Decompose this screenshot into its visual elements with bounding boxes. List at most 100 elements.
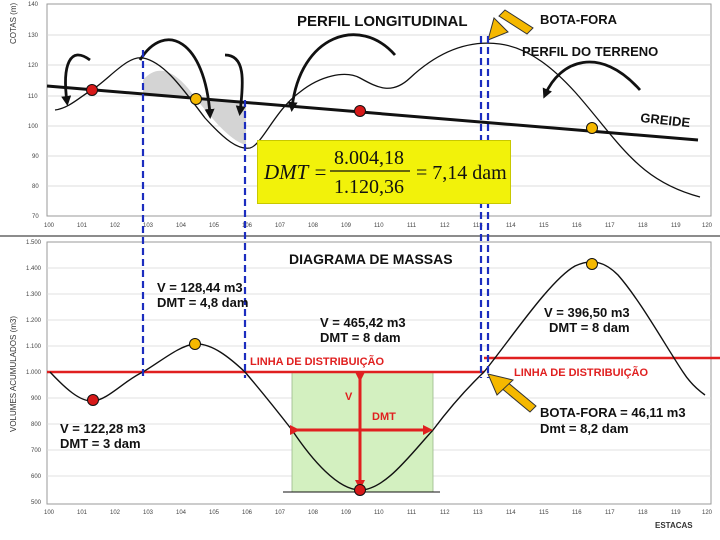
- transport-arrow-5: [542, 60, 642, 99]
- volume-marker-label: V: [345, 391, 353, 403]
- bottom-x-tick: 113: [473, 510, 483, 516]
- transport-arrow-1: [61, 53, 91, 106]
- top-x-tick: 117: [605, 223, 615, 229]
- distribution-line-label-1: LINHA DE DISTRIBUIÇÃO: [250, 355, 384, 368]
- bottom-y-tick: 900: [31, 396, 42, 402]
- bottom-y-tick: 1.300: [26, 292, 42, 298]
- bottom-y-tick: 1.500: [26, 240, 42, 246]
- dmt-formula-box: DMT = 8.004,18 1.120,36 = 7,14 dam: [257, 140, 511, 204]
- dmt-formula: DMT = 8.004,18 1.120,36 = 7,14 dam: [263, 147, 507, 198]
- top-x-tick: 100: [44, 223, 55, 229]
- bottom-x-tick: 105: [209, 510, 220, 516]
- bottom-x-tick: 111: [407, 510, 417, 516]
- perfil-terreno-label: PERFIL DO TERRENO: [522, 44, 658, 59]
- bottom-x-tick: 119: [671, 510, 681, 516]
- bottom-x-tick: 103: [143, 510, 154, 516]
- bottom-x-axis-label: ESTACAS: [655, 521, 693, 530]
- bota-fora-label: BOTA-FORA: [540, 12, 618, 27]
- dmt-label-3: DMT = 8 dam: [549, 320, 630, 335]
- top-x-tick: 116: [572, 223, 582, 229]
- volume-label-3: V = 396,50 m3: [544, 305, 630, 320]
- top-x-tick: 112: [440, 223, 450, 229]
- top-x-tick: 105: [209, 223, 220, 229]
- formula-result: = 7,14 dam: [416, 162, 507, 184]
- dmt-label-1: DMT = 4,8 dam: [157, 295, 248, 310]
- bottom-x-tick: 101: [77, 510, 88, 516]
- top-x-tick: 119: [671, 223, 681, 229]
- top-y-tick: 70: [32, 214, 39, 220]
- bottom-x-tick: 109: [341, 510, 352, 516]
- greide-label: GREIDE: [640, 110, 691, 130]
- transport-arrow-3: [224, 53, 246, 116]
- bottom-y-tick: 1.000: [26, 370, 42, 376]
- bottom-x-tick: 100: [44, 510, 55, 516]
- top-title: PERFIL LONGITUDINAL: [297, 13, 468, 30]
- bottom-x-ticks: 100 101 102 103 104 105 106 107 108 109 …: [44, 510, 713, 516]
- top-x-tick: 109: [341, 223, 352, 229]
- distribution-line-label-2: LINHA DE DISTRIBUIÇÃO: [514, 366, 648, 379]
- bottom-x-tick: 112: [440, 510, 450, 516]
- volume-label-2: V = 465,42 m3: [320, 315, 406, 330]
- bota-fora-dmt-label: Dmt = 8,2 dam: [540, 421, 629, 436]
- bota-fora-arrow-body: [498, 9, 534, 35]
- bota-fora-bottom-arrow-head: [487, 373, 515, 396]
- bottom-x-tick: 102: [110, 510, 121, 516]
- top-y-tick: 120: [28, 63, 39, 69]
- bottom-y-tick: 1.200: [26, 318, 42, 324]
- bottom-orange-point: [189, 338, 201, 350]
- transport-arrow-2: [138, 38, 215, 119]
- top-x-tick: 120: [702, 223, 713, 229]
- dmt-marker-label: DMT: [372, 411, 396, 423]
- top-x-tick: 102: [110, 223, 121, 229]
- bottom-y-tick: 1.100: [26, 344, 42, 350]
- top-x-tick: 104: [176, 223, 187, 229]
- bottom-x-tick: 104: [176, 510, 187, 516]
- bottom-orange-point: [586, 258, 598, 270]
- dmt-label-2: DMT = 8 dam: [320, 330, 401, 345]
- bottom-y-axis-label: VOLUMES ACUMULADOS (m3): [9, 316, 18, 432]
- cut-area-1: [143, 70, 196, 99]
- top-orange-point: [586, 122, 598, 134]
- formula-lhs: DMT =: [263, 160, 327, 184]
- top-x-tick: 114: [506, 223, 516, 229]
- bottom-x-tick: 117: [605, 510, 615, 516]
- top-red-point: [354, 105, 366, 117]
- top-y-tick: 130: [28, 33, 39, 39]
- top-red-point: [86, 84, 98, 96]
- formula-numerator: 8.004,18: [334, 147, 404, 169]
- bottom-x-tick: 120: [702, 510, 713, 516]
- mass-curve: [49, 261, 706, 491]
- volume-label-4: V = 122,28 m3: [60, 421, 146, 436]
- top-x-tick: 118: [638, 223, 648, 229]
- dmt-label-4: DMT = 3 dam: [60, 436, 141, 451]
- top-x-tick: 113: [473, 223, 483, 229]
- top-y-ticks: 140 130 120 110 100 90 80 70: [28, 2, 39, 220]
- top-y-tick: 140: [28, 2, 39, 8]
- top-y-tick: 100: [28, 124, 39, 130]
- top-x-tick: 108: [308, 223, 319, 229]
- dashed-verticals: [141, 36, 490, 378]
- transport-arrow-4: [287, 33, 397, 112]
- top-orange-point: [190, 93, 202, 105]
- top-x-tick: 115: [539, 223, 549, 229]
- top-y-axis-label: COTAS (m): [9, 2, 18, 44]
- bottom-red-point: [87, 394, 99, 406]
- bottom-title: DIAGRAMA DE MASSAS: [289, 251, 453, 267]
- top-y-tick: 80: [32, 184, 39, 190]
- bottom-y-tick: 1.400: [26, 266, 42, 272]
- bottom-x-tick: 107: [275, 510, 286, 516]
- top-x-tick: 110: [374, 223, 384, 229]
- bottom-x-tick: 108: [308, 510, 319, 516]
- bota-fora-arrow-head: [487, 17, 509, 41]
- top-x-tick: 106: [242, 223, 253, 229]
- top-x-tick: 103: [143, 223, 154, 229]
- top-x-tick: 107: [275, 223, 286, 229]
- top-x-ticks: 100 101 102 103 104 105 106 107 108 109 …: [44, 223, 713, 229]
- bottom-y-tick: 800: [31, 422, 42, 428]
- bottom-x-tick: 118: [638, 510, 648, 516]
- bottom-y-tick: 500: [31, 500, 42, 506]
- top-x-tick: 111: [407, 223, 417, 229]
- bottom-red-point: [354, 484, 366, 496]
- volume-label-1: V = 128,44 m3: [157, 280, 243, 295]
